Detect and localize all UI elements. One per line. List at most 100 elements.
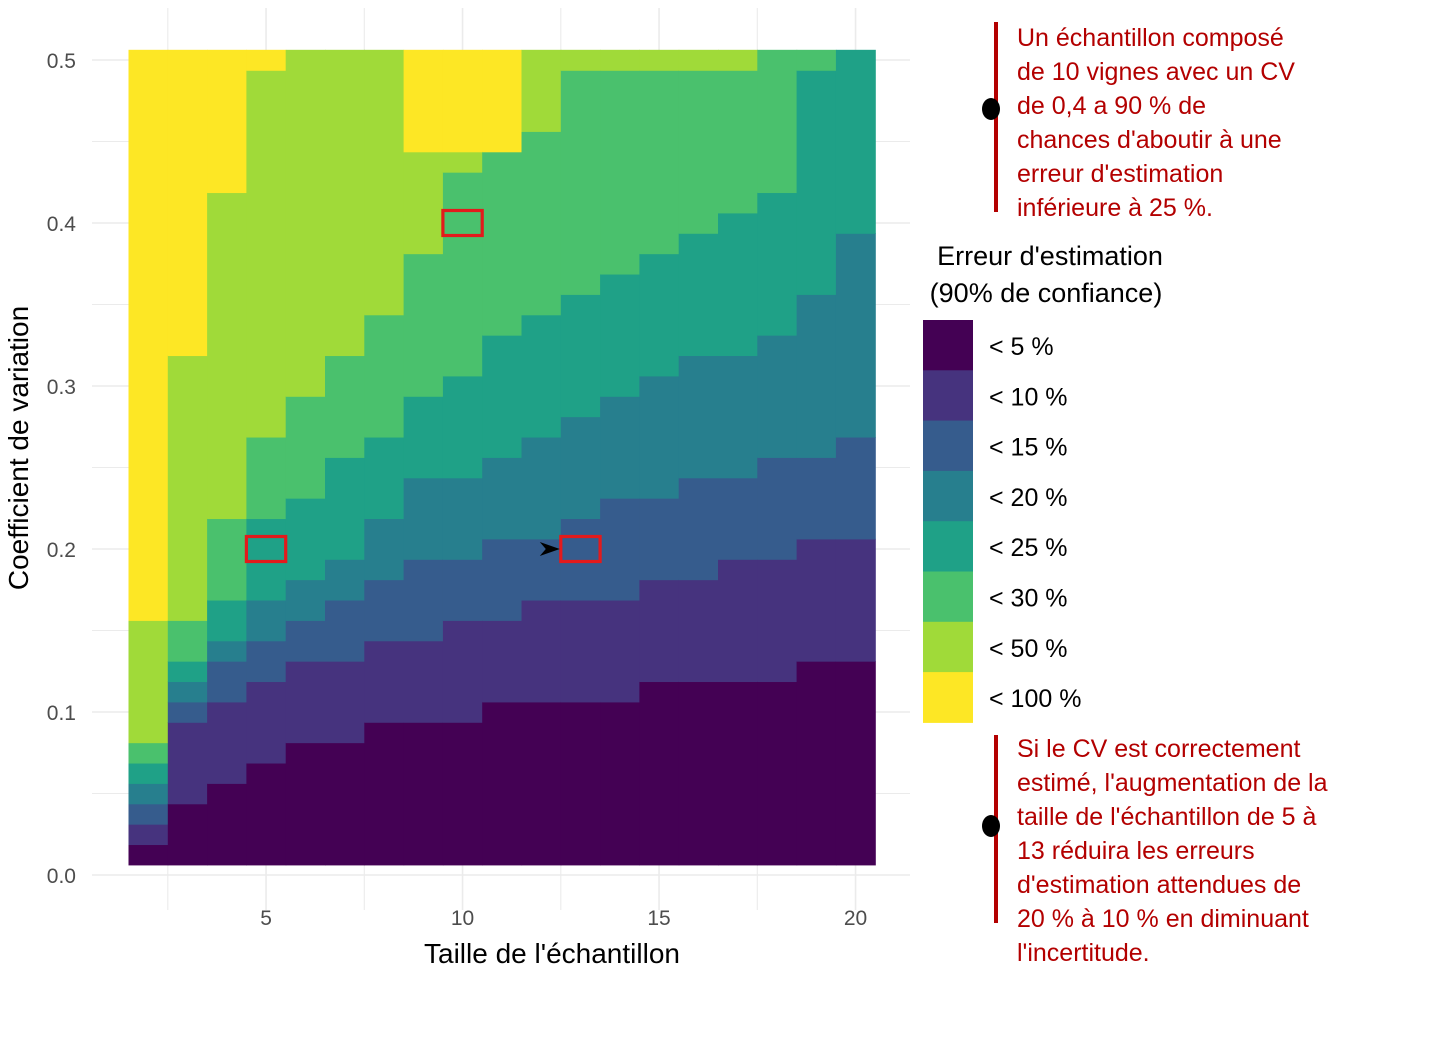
heatmap-cell	[796, 294, 837, 458]
legend-swatch	[923, 320, 973, 371]
heatmap-cell	[600, 273, 640, 397]
legend-swatch	[923, 521, 973, 572]
heatmap-cell	[207, 518, 247, 601]
heatmap-cell	[285, 579, 326, 621]
legend-label: < 20 %	[989, 484, 1068, 512]
heatmap-cell	[128, 783, 169, 805]
heatmap-cell	[207, 192, 247, 520]
bottom-annotation-dot	[982, 815, 1000, 837]
heatmap-cell	[128, 49, 169, 621]
heatmap-cell	[678, 70, 719, 234]
bottom-annotation-line: taille de l'échantillon de 5 à	[1017, 803, 1317, 831]
heatmap-cell	[639, 70, 680, 255]
x-tick-label: 15	[647, 907, 670, 930]
heatmap-cell	[521, 314, 562, 438]
x-tick-label: 5	[260, 907, 272, 930]
heatmap-cell	[403, 49, 444, 153]
heatmap-cell	[128, 742, 169, 764]
heatmap-cell	[482, 49, 523, 153]
top-annotation-line: de 10 vignes avec un CV	[1017, 58, 1295, 86]
heatmap-cell	[678, 579, 719, 683]
heatmap-cell	[403, 722, 444, 866]
heatmap-cell	[442, 722, 483, 866]
heatmap-cell	[639, 375, 680, 499]
heatmap-cell	[285, 620, 326, 662]
heatmap-cell	[246, 640, 287, 683]
heatmap-cell	[364, 518, 405, 581]
heatmap-cell	[207, 783, 247, 866]
heatmap-cell	[167, 701, 208, 723]
heatmap-cell	[325, 355, 365, 458]
legend-title-line2: (90% de confiance)	[930, 278, 1163, 308]
legend-swatch	[923, 672, 973, 723]
heatmap-cell	[442, 49, 483, 153]
heatmap-cell	[167, 722, 208, 805]
heatmap-cell	[639, 681, 680, 866]
heatmap-cell	[128, 620, 169, 744]
heatmap-cell	[246, 681, 287, 764]
heatmap-cell	[718, 49, 758, 71]
heatmap-cell	[285, 49, 326, 397]
heatmap-cell	[403, 151, 444, 255]
legend-label: < 30 %	[989, 585, 1068, 613]
heatmap-cell	[325, 457, 365, 560]
heatmap-cell	[128, 824, 169, 846]
heatmap-cell	[403, 396, 444, 479]
heatmap-cell	[285, 396, 326, 499]
heatmap-cell	[325, 599, 365, 662]
x-tick-labels: 5 10 15 20	[260, 907, 867, 930]
heatmap-cell	[207, 661, 247, 703]
heatmap-cell	[560, 294, 601, 418]
heatmap-cell	[442, 172, 483, 377]
heatmap-cell	[482, 538, 523, 621]
heatmap-cell	[718, 681, 758, 866]
highlight-box	[441, 208, 484, 238]
legend-swatch	[923, 420, 973, 472]
heatmap-cell	[246, 436, 287, 520]
y-tick-label: 0.4	[47, 213, 77, 236]
heatmap-cell	[246, 518, 287, 601]
heatmap-cell	[678, 355, 719, 479]
heatmap-cell	[639, 498, 680, 581]
top-annotation-line: de 0,4 a 90 % de	[1017, 92, 1207, 120]
heatmap-cell	[796, 661, 837, 866]
highlight-boxes	[244, 208, 602, 564]
bottom-annotation-line: d'estimation attendues de	[1017, 871, 1302, 899]
legend-label: < 100 %	[989, 685, 1081, 713]
top-annotation-line: chances d'aboutir à une	[1017, 126, 1282, 154]
heatmap-cell	[639, 49, 680, 71]
heatmap-cell	[835, 49, 876, 234]
heatmap-cell	[403, 559, 444, 642]
legend-swatch	[923, 470, 973, 522]
heatmap-cell	[678, 681, 719, 866]
heatmap-cell	[442, 375, 483, 479]
x-axis-title: Taille de l'échantillon	[424, 938, 680, 969]
heatmap-cell	[403, 477, 444, 560]
heatmap-cell	[442, 477, 483, 560]
y-tick-label: 0.0	[47, 865, 76, 888]
heatmap-cell	[364, 640, 405, 723]
highlight-box	[244, 534, 288, 564]
x-tick-label: 20	[844, 907, 867, 930]
heatmap-cell	[442, 620, 483, 723]
heatmap-cell	[757, 457, 798, 560]
heatmap-cell	[325, 661, 365, 744]
heatmap-cell	[167, 620, 208, 662]
heatmap-cell	[718, 355, 758, 479]
x-tick-label: 10	[451, 907, 474, 930]
heatmap-cell	[482, 151, 523, 336]
heatmap-cell	[325, 559, 365, 601]
y-tick-label: 0.1	[47, 702, 76, 725]
heatmap-cell	[600, 701, 640, 866]
heatmap-cell	[835, 538, 876, 662]
heatmap-cell	[482, 457, 523, 540]
bottom-annotation-line: estimé, l'augmentation de la	[1017, 769, 1328, 797]
bottom-annotation-line: 20 % à 10 % en diminuant	[1017, 905, 1309, 933]
heatmap-cell	[678, 233, 719, 357]
heatmap-cell	[482, 701, 523, 866]
bottom-annotation: Si le CV est correctement estimé, l'augme…	[1017, 732, 1328, 970]
heatmap-cell	[403, 253, 444, 397]
legend-swatch	[923, 370, 973, 422]
heatmap-cell	[207, 640, 247, 662]
heatmap-cell	[560, 416, 601, 520]
